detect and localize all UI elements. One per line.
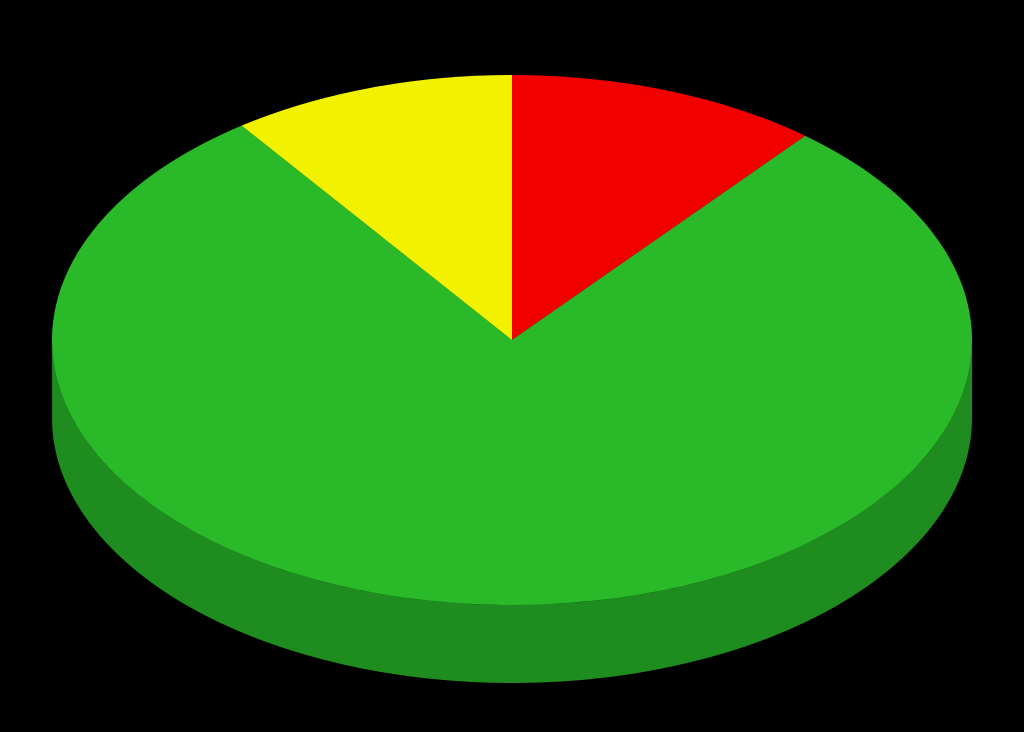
pie-top — [52, 75, 972, 605]
pie-chart — [0, 0, 1024, 732]
pie-chart-container — [0, 0, 1024, 732]
